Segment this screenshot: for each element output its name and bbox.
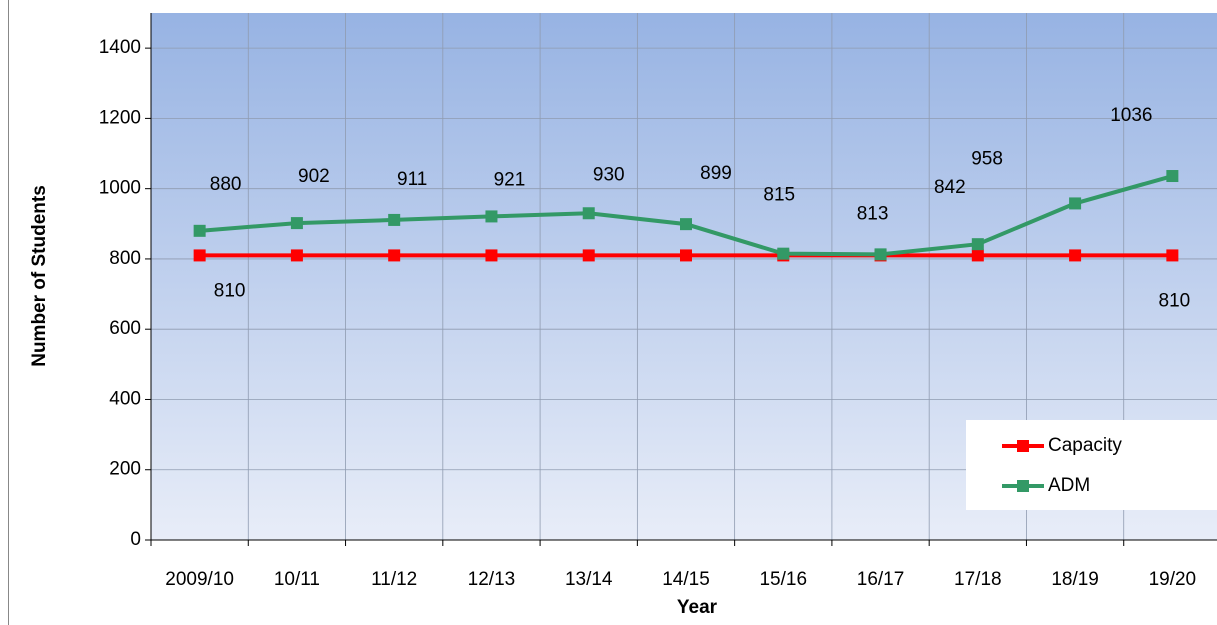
- point: [680, 249, 692, 262]
- data-label: 842: [934, 177, 966, 198]
- x-tick-label: 12/13: [468, 569, 516, 590]
- y-tick-label: 800: [109, 248, 141, 269]
- x-tick-label: 13/14: [565, 569, 613, 590]
- x-tick-label: 2009/10: [165, 569, 234, 590]
- x-tick-label: 18/19: [1051, 569, 1099, 590]
- data-label: 1036: [1110, 105, 1152, 126]
- legend-label: Capacity: [1048, 435, 1122, 456]
- y-tick-label: 600: [109, 318, 141, 339]
- legend-box: [966, 420, 1217, 510]
- y-axis-title: Number of Students: [29, 185, 50, 367]
- legend-marker: [1017, 480, 1029, 492]
- data-label: 813: [857, 203, 889, 224]
- data-label: 921: [494, 169, 526, 190]
- y-tick-label: 0: [130, 529, 141, 550]
- x-tick-label: 17/18: [954, 569, 1002, 590]
- point: [1166, 170, 1179, 183]
- point: [680, 218, 692, 231]
- data-label: 958: [971, 148, 1003, 169]
- y-tick-label: 400: [109, 388, 141, 409]
- point: [388, 213, 401, 226]
- point: [193, 224, 206, 237]
- point: [971, 249, 984, 262]
- x-tick-label: 11/12: [371, 569, 417, 590]
- data-label: 815: [763, 185, 795, 206]
- data-label: 810: [1159, 290, 1191, 311]
- y-tick-label: 1400: [99, 37, 141, 58]
- y-tick-label: 1200: [99, 107, 141, 128]
- point: [777, 247, 790, 260]
- y-tick-label: 1000: [99, 178, 141, 199]
- legend-marker: [1017, 440, 1029, 452]
- point: [582, 249, 595, 262]
- x-tick-label: 10/11: [274, 569, 320, 590]
- data-label: 930: [593, 164, 625, 185]
- x-tick-label: 15/16: [759, 569, 807, 590]
- point: [582, 207, 595, 220]
- point: [290, 249, 303, 262]
- point: [388, 249, 401, 262]
- x-axis-title: Year: [677, 597, 718, 618]
- data-label: 899: [700, 163, 732, 184]
- point: [485, 249, 498, 262]
- x-tick-label: 14/15: [662, 569, 710, 590]
- point: [1069, 249, 1082, 262]
- point: [193, 249, 206, 262]
- point: [1069, 197, 1082, 210]
- point: [290, 217, 303, 230]
- data-label: 902: [298, 166, 330, 187]
- data-label: 880: [210, 174, 242, 195]
- data-label: 810: [214, 280, 246, 301]
- y-tick-label: 200: [109, 459, 141, 480]
- legend-label: ADM: [1048, 475, 1090, 496]
- x-tick-label: 16/17: [857, 569, 905, 590]
- point: [485, 210, 498, 223]
- point: [1166, 249, 1179, 262]
- point: [971, 238, 984, 251]
- point: [874, 248, 887, 261]
- x-tick-label: 19/20: [1149, 569, 1197, 590]
- data-label: 911: [397, 169, 427, 190]
